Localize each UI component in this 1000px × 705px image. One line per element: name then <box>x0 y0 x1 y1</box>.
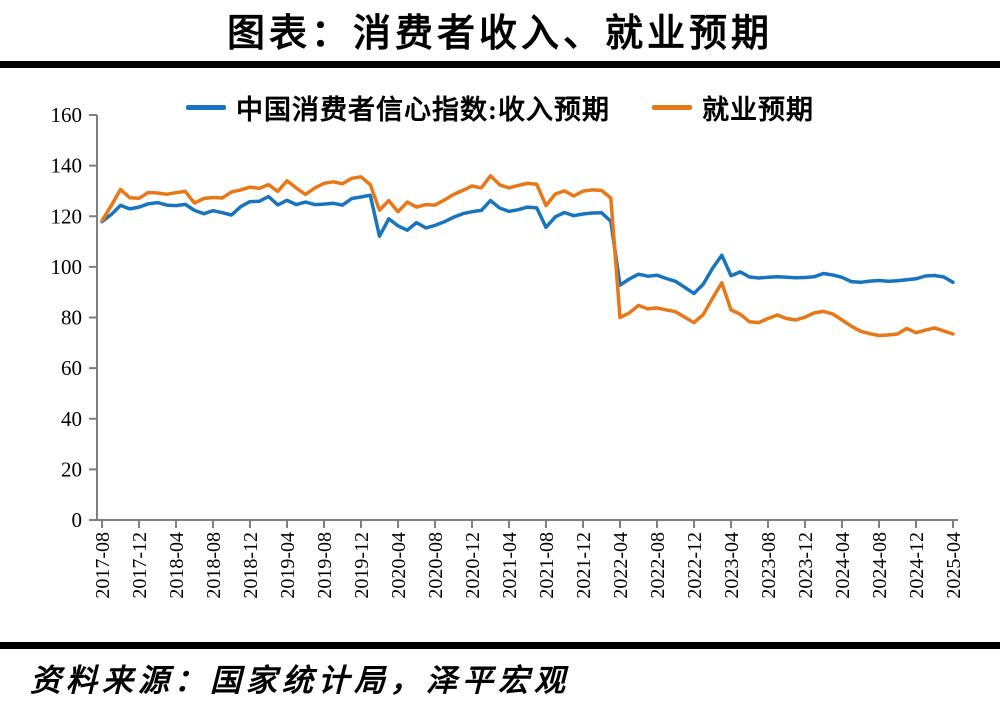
x-axis-tick-label: 2020-08 <box>425 532 447 599</box>
x-axis-tick-label: 2024-12 <box>906 532 928 599</box>
employment-line-swatch <box>652 105 692 110</box>
x-axis-tick-label: 2024-08 <box>869 532 891 599</box>
series-line-0 <box>100 193 955 296</box>
legend-label-employment: 就业预期 <box>702 95 814 125</box>
x-axis-tick-label: 2022-08 <box>647 532 669 599</box>
y-axis-tick-label: 60 <box>61 356 82 380</box>
bottom-divider-rule <box>0 642 1000 649</box>
x-axis-tick-label: 2021-12 <box>573 532 595 599</box>
legend-item-employment: 就业预期 <box>652 88 814 127</box>
y-axis-tick-label: 40 <box>61 407 82 431</box>
x-axis-tick-label: 2018-04 <box>166 532 188 599</box>
x-axis-tick-label: 2025-04 <box>943 532 965 599</box>
top-divider-rule <box>0 61 1000 68</box>
x-axis-tick-label: 2023-04 <box>721 532 743 599</box>
income-line-swatch <box>186 105 226 110</box>
x-axis-tick-label: 2019-08 <box>314 532 336 599</box>
y-axis-tick-label: 100 <box>51 255 83 279</box>
x-axis-tick-label: 2021-08 <box>536 532 558 599</box>
source-note: 资料来源：国家统计局，泽平宏观 <box>30 663 570 698</box>
chart-title: 图表：消费者收入、就业预期 <box>226 13 773 55</box>
x-axis-tick-label: 2017-12 <box>129 532 151 599</box>
y-axis-tick-label: 160 <box>51 103 83 127</box>
x-axis-tick-label: 2019-12 <box>351 532 373 599</box>
x-axis-tick-label: 2024-04 <box>832 532 854 599</box>
y-axis-tick-label: 120 <box>51 204 83 228</box>
y-axis-tick-label: 0 <box>72 508 83 532</box>
x-axis-tick-label: 2018-08 <box>203 532 225 599</box>
y-axis-tick-label: 140 <box>51 154 83 178</box>
legend-label-income: 中国消费者信心指数:收入预期 <box>236 95 610 125</box>
x-axis-tick-label: 2023-12 <box>795 532 817 599</box>
series-line-1 <box>100 174 955 338</box>
x-axis-tick-label: 2017-08 <box>92 532 114 599</box>
x-axis-tick-label: 2020-12 <box>462 532 484 599</box>
y-axis-tick-label: 20 <box>61 457 82 481</box>
x-axis-tick-label: 2018-12 <box>240 532 262 599</box>
x-axis-tick-label: 2020-04 <box>388 532 410 599</box>
x-axis-tick-label: 2023-08 <box>758 532 780 599</box>
x-axis-tick-label: 2021-04 <box>499 532 521 599</box>
x-axis-tick-label: 2022-04 <box>610 532 632 599</box>
legend-item-income: 中国消费者信心指数:收入预期 <box>186 88 610 127</box>
x-axis-tick-label: 2019-04 <box>277 532 299 599</box>
x-axis-tick-label: 2022-12 <box>684 532 706 599</box>
y-axis-tick-label: 80 <box>61 306 82 330</box>
chart-legend: 中国消费者信心指数:收入预期 就业预期 <box>0 88 1000 127</box>
